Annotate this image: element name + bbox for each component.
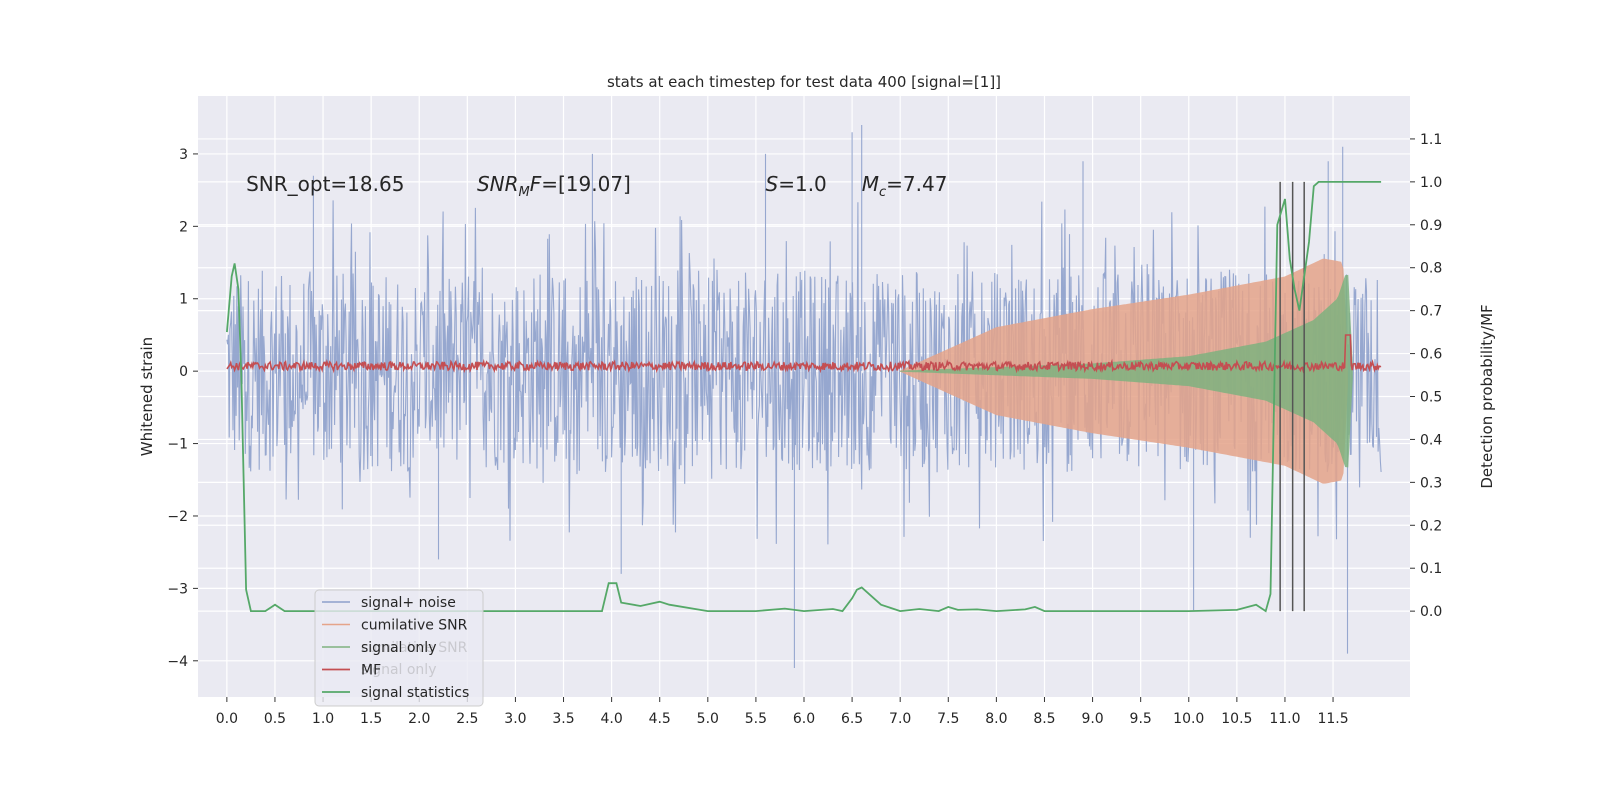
legend-ghost-label: signal only bbox=[361, 662, 436, 678]
annotation-text: SNR_opt=18.65 bbox=[246, 172, 404, 196]
y2-tick-label: 1.1 bbox=[1420, 132, 1442, 148]
legend-label: MF bbox=[361, 663, 381, 679]
x-tick-label: 1.0 bbox=[312, 711, 334, 727]
x-tick-label: 8.5 bbox=[1033, 711, 1055, 727]
x-tick-label: 2.5 bbox=[456, 711, 478, 727]
chart-title: stats at each timestep for test data 400… bbox=[607, 73, 1001, 91]
y2-tick-label: 0.1 bbox=[1420, 561, 1442, 577]
y2-tick-label: 0.0 bbox=[1420, 604, 1442, 620]
annotations: SNR_opt=18.65 SNRMF=[19.07] S=1.0 Mc=7.47 bbox=[246, 172, 947, 200]
y2-axis-label: Detection probability/MF bbox=[1478, 304, 1496, 488]
x-tick-label: 11.0 bbox=[1269, 711, 1300, 727]
x-tick-label: 10.5 bbox=[1221, 711, 1252, 727]
y-tick-label: 2 bbox=[179, 219, 188, 235]
x-tick-label: 0.0 bbox=[216, 711, 238, 727]
legend-label: cumilative SNR bbox=[361, 618, 468, 634]
y2-tick-label: 0.5 bbox=[1420, 390, 1442, 406]
annotation-text: SNRMF=[19.07] bbox=[477, 172, 631, 200]
y2-tick-label: 0.6 bbox=[1420, 347, 1442, 363]
y2-tick-label: 0.4 bbox=[1420, 432, 1442, 448]
x-tick-label: 3.5 bbox=[552, 711, 574, 727]
legend-box bbox=[314, 589, 484, 707]
series-signal-statistics bbox=[226, 181, 1382, 613]
series-layer bbox=[226, 125, 1382, 668]
axes: 0.0 0.5 1.0 1.5 2.0 2.5 3.0 3.5 4.0 4.5 5.0 5.5 6.0 6… bbox=[167, 132, 1442, 727]
x-tick-label: 4.0 bbox=[600, 711, 622, 727]
legend-ghost-label: cumilative SNR bbox=[361, 640, 468, 656]
x-tick-label: 5.5 bbox=[745, 711, 767, 727]
y-tick-label: −2 bbox=[167, 509, 188, 525]
x-tick-label: 0.5 bbox=[264, 711, 286, 727]
x-tick-label: 1.5 bbox=[360, 711, 382, 727]
series-signal-only bbox=[900, 274, 1353, 468]
x-tick-label: 8.0 bbox=[985, 711, 1007, 727]
y-axis-label: Whitened strain bbox=[138, 337, 156, 456]
x-tick-label: 3.0 bbox=[504, 711, 526, 727]
y-tick-label: −1 bbox=[167, 437, 188, 453]
x-tick-label: 9.5 bbox=[1130, 711, 1152, 727]
x-tick-label: 5.0 bbox=[697, 711, 719, 727]
x-tick-label: 2.0 bbox=[408, 711, 430, 727]
y2-tick-label: 1.0 bbox=[1420, 175, 1442, 191]
annotation-text: Mc=7.47 bbox=[862, 172, 948, 200]
series-mf bbox=[226, 334, 1382, 374]
x-tick-label: 10.0 bbox=[1173, 711, 1204, 727]
y-tick-label: −4 bbox=[167, 654, 188, 670]
y2-tick-label: 0.3 bbox=[1420, 475, 1442, 491]
annotation-text: S=1.0 bbox=[766, 172, 827, 196]
y2-tick-label: 0.7 bbox=[1420, 304, 1442, 320]
x-tick-label: 9.0 bbox=[1081, 711, 1103, 727]
x-tick-label: 11.5 bbox=[1317, 711, 1348, 727]
y2-tick-label: 0.2 bbox=[1420, 518, 1442, 534]
legend-label: signal only bbox=[361, 640, 436, 656]
x-tick-label: 6.0 bbox=[793, 711, 815, 727]
legend-label: signal statistics bbox=[361, 685, 469, 701]
legend-label: signal+ noise bbox=[361, 595, 456, 611]
y-tick-label: −3 bbox=[167, 581, 188, 597]
y-tick-label: 1 bbox=[179, 292, 188, 308]
y2-tick-label: 0.9 bbox=[1420, 218, 1442, 234]
x-tick-label: 4.5 bbox=[649, 711, 671, 727]
x-tick-label: 6.5 bbox=[841, 711, 863, 727]
x-tick-label: 7.0 bbox=[889, 711, 911, 727]
x-tick-label: 7.5 bbox=[937, 711, 959, 727]
y-tick-label: 0 bbox=[179, 364, 188, 380]
y2-tick-label: 0.8 bbox=[1420, 261, 1442, 277]
y-tick-label: 3 bbox=[179, 147, 188, 163]
